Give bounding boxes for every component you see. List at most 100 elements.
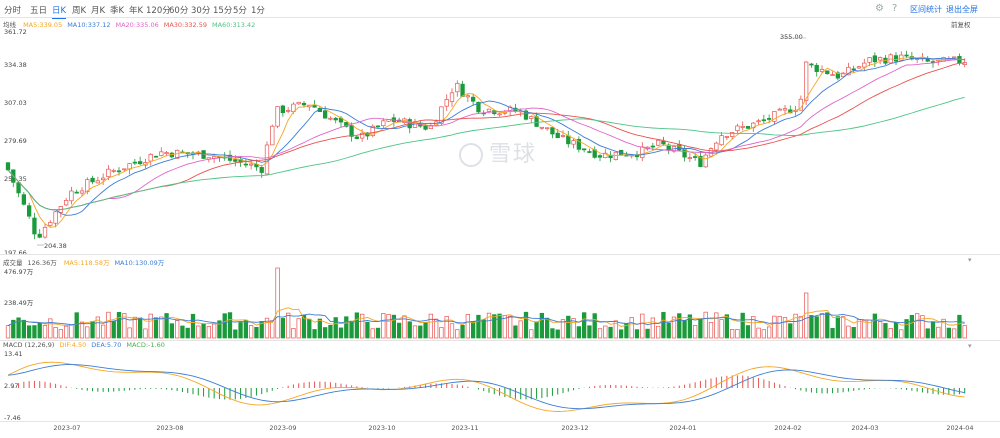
tab-10[interactable]: 15分	[213, 6, 233, 16]
candle-body	[53, 211, 58, 224]
x-axis-label-6: 2024-01	[669, 424, 697, 432]
candle-body	[439, 106, 444, 124]
tab-6[interactable]: 年K	[129, 6, 144, 16]
volume-bar	[777, 316, 782, 339]
candle-body	[872, 55, 878, 63]
volume-bar	[375, 327, 381, 339]
x-axis-label-7: 2024-02	[774, 424, 802, 432]
volume-bar	[793, 313, 798, 339]
volume-bar	[391, 314, 397, 339]
tab-0[interactable]: 分时	[4, 6, 22, 16]
volume-bar	[888, 328, 893, 339]
price-y-label-0: 361.72	[4, 28, 27, 36]
x-axis-line	[0, 421, 1000, 422]
ma-line-4	[7, 96, 965, 211]
volume-bar	[42, 325, 48, 339]
candle-body	[344, 122, 349, 127]
collapse-macd-chevron-icon[interactable]: ▾	[968, 342, 972, 350]
tab-1[interactable]: 五日	[30, 6, 48, 16]
candle-body	[328, 117, 333, 120]
macd-dea-line	[7, 364, 965, 410]
volume-bar	[560, 319, 566, 339]
volume-bar	[550, 328, 555, 339]
macd-y-label-0: 13.41	[4, 350, 23, 358]
candle-body	[280, 105, 286, 114]
tab-8[interactable]: 60分	[169, 6, 189, 16]
volume-bar	[724, 314, 730, 339]
macd-dif-line	[7, 361, 965, 412]
tab-12[interactable]: 1分	[251, 6, 265, 16]
candle-body	[714, 142, 719, 151]
tab-9[interactable]: 30分	[191, 6, 211, 16]
volume-bar	[951, 328, 957, 339]
candle-body	[571, 140, 576, 145]
volume-bar	[655, 325, 661, 339]
volume-bar	[618, 329, 624, 339]
volume-bar	[856, 319, 862, 339]
ma-line-1	[7, 57, 965, 216]
tab-2[interactable]: 日K	[52, 6, 67, 19]
candle-body	[85, 179, 90, 192]
adjust-select[interactable]: 前复权	[951, 19, 976, 29]
candle-body	[851, 68, 856, 71]
candle-body	[698, 155, 703, 168]
volume-bar	[629, 317, 634, 339]
macd-legend-item-3: MACD:-1.60	[126, 341, 165, 349]
tab-11[interactable]: 5分	[233, 6, 247, 16]
tab-4[interactable]: 月K	[91, 6, 106, 16]
volume-bar	[893, 322, 899, 339]
volume-value: 126.36万	[27, 259, 57, 267]
volume-bar	[909, 314, 915, 339]
volume-bar	[529, 329, 534, 339]
volume-bar	[407, 321, 412, 339]
adjust-label: 前复权	[951, 21, 971, 29]
macd-legend-item-1: DIF:4.50	[59, 341, 87, 349]
x-axis-label-1: 2023-08	[156, 424, 184, 432]
exit-fullscreen-button[interactable]: 退出全屏	[946, 5, 978, 14]
volume-bar	[85, 326, 90, 339]
volume-bar	[106, 311, 111, 339]
candle-body	[95, 180, 101, 184]
tab-5[interactable]: 季K	[110, 6, 125, 16]
volume-prefix[interactable]: 成交量	[3, 259, 23, 267]
volume-bar	[132, 316, 138, 339]
volume-bar	[555, 329, 560, 339]
volume-bar	[365, 321, 370, 339]
candle-body	[566, 135, 571, 145]
settings-gear-icon[interactable]: ⚙	[875, 3, 884, 14]
volume-bar	[396, 322, 402, 339]
volume-bar	[803, 292, 809, 339]
volume-bar	[100, 324, 106, 339]
interval-stats-button[interactable]: 区间统计	[910, 5, 942, 14]
candle-body	[449, 92, 455, 102]
volume-bar	[946, 327, 952, 339]
volume-bar	[772, 315, 777, 339]
candle-body	[296, 101, 301, 105]
volume-bar	[518, 320, 523, 339]
x-axis-label-3: 2023-10	[368, 424, 396, 432]
price-y-label-3: 279.69	[4, 137, 27, 145]
candle-body	[5, 162, 11, 171]
volume-bar	[111, 321, 116, 339]
volume-bar	[159, 316, 164, 339]
volume-bar	[449, 323, 455, 339]
candle-body	[375, 125, 381, 128]
candle-body	[301, 102, 307, 106]
candle-body	[122, 168, 127, 171]
volume-bar	[640, 313, 645, 339]
volume-bar	[608, 326, 613, 339]
volume-bar	[677, 313, 682, 339]
tab-7[interactable]: 120分	[146, 6, 171, 16]
tab-3[interactable]: 周K	[72, 6, 87, 16]
candle-body	[523, 110, 529, 120]
volume-bar	[470, 321, 476, 339]
candle-body	[745, 126, 751, 129]
volume-bar	[127, 327, 132, 339]
indicator-label[interactable]: 均线	[3, 21, 16, 29]
collapse-volume-chevron-icon[interactable]: ▾	[968, 256, 972, 264]
volume-bar	[338, 327, 344, 339]
volume-legend: 成交量 126.36万 MA5:118.58万 MA10:130.09万	[3, 257, 174, 267]
help-icon[interactable]: ?	[892, 3, 898, 14]
volume-legend-item-1: MA10:130.09万	[114, 259, 165, 267]
